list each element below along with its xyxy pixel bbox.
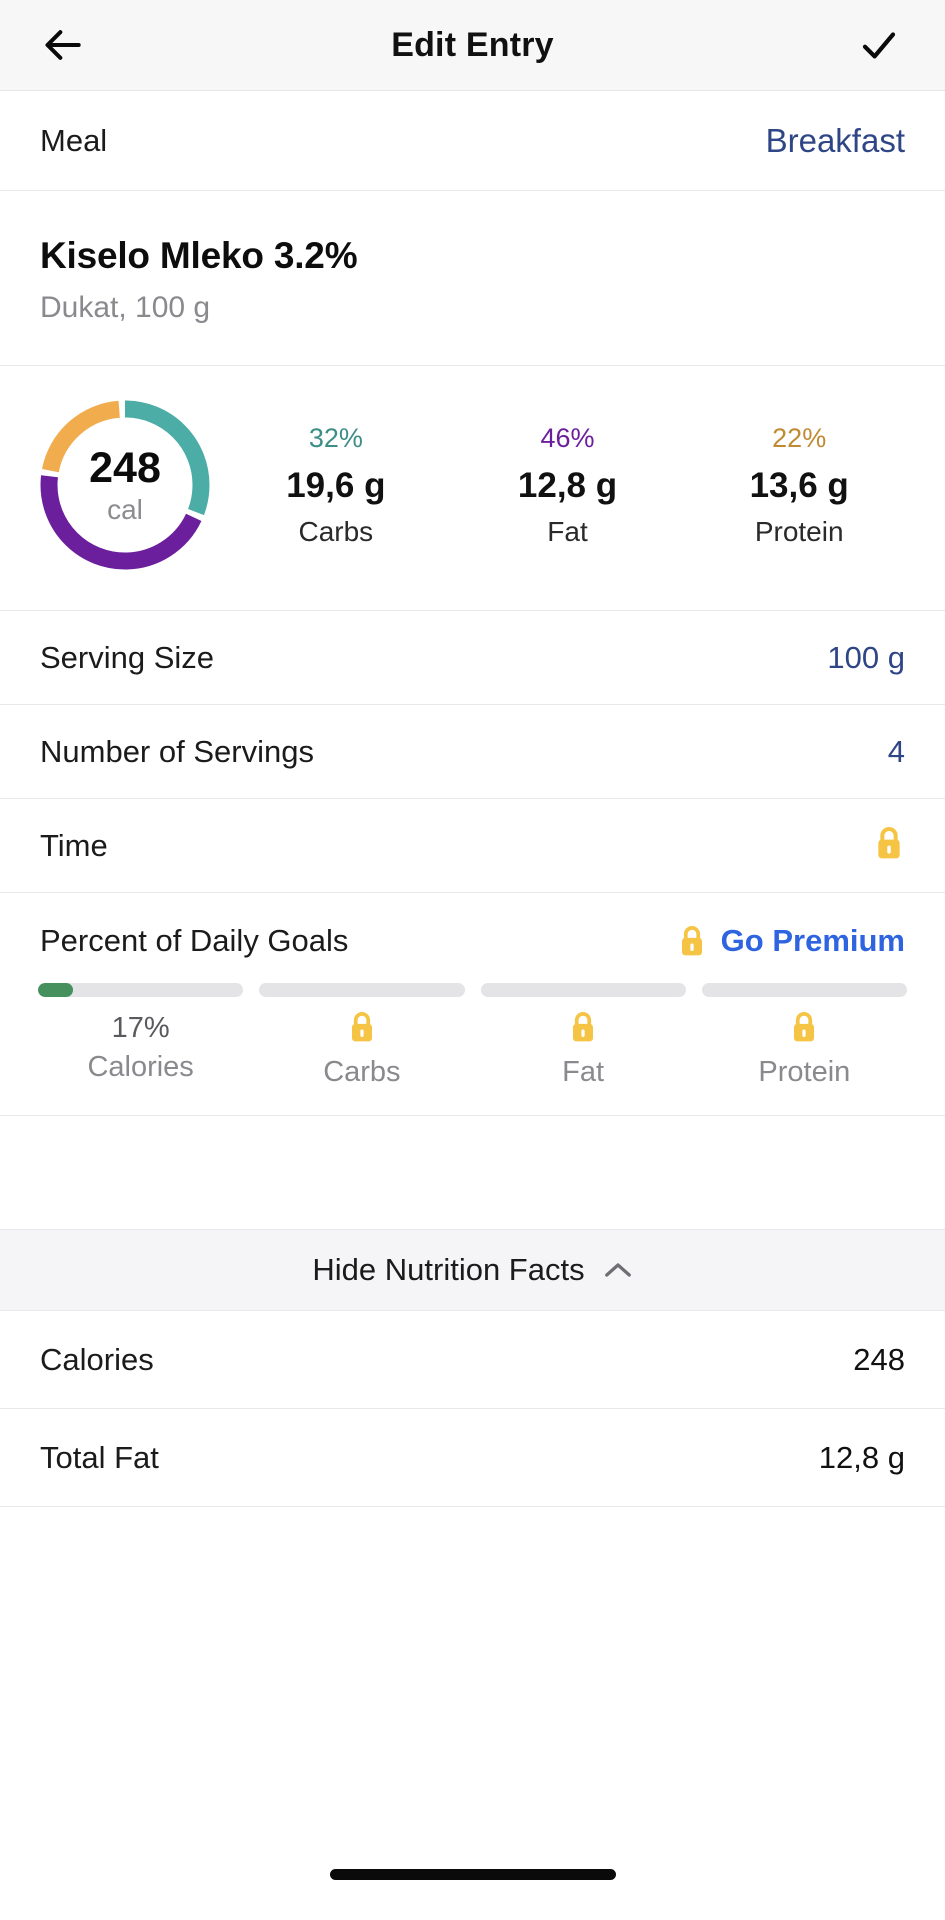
nutrition-row-total-fat: Total Fat 12,8 g [0,1409,945,1507]
goal-fat-track [480,983,686,997]
goal-protein: Protein [694,983,915,1089]
donut-svg [40,400,210,570]
donut-segment-carbs [40,400,210,570]
nutrition-total-fat-label: Total Fat [40,1439,159,1475]
nutrition-calories-label: Calories [40,1341,154,1377]
goal-calories-label: Calories [87,1050,194,1083]
time-row[interactable]: Time [0,799,945,893]
go-premium-button[interactable]: Go Premium [677,923,905,959]
goal-fat-label: Fat [562,1056,605,1088]
lock-icon [681,926,702,956]
go-premium-label[interactable]: Go Premium [720,923,905,958]
goal-protein-lock [789,1009,819,1050]
meal-label: Meal [40,122,108,158]
hide-nutrition-facts-label: Hide Nutrition Facts [312,1252,585,1287]
macro-fat: 46% 12,8 g Fat [452,423,684,548]
goal-fat-lock [568,1009,598,1050]
lock-icon [351,1012,372,1042]
macro-fat-percent: 46% [540,422,595,453]
goal-calories-track [38,983,244,997]
food-title: Kiselo Mleko 3.2% [40,235,358,276]
calorie-donut-chart: 248 cal [30,390,220,580]
macro-list: 32% 19,6 g Carbs 46% 12,8 g Fat 22% 13,6… [220,423,915,548]
donut-segment-fat [40,400,210,570]
hide-nutrition-facts-toggle[interactable]: Hide Nutrition Facts [0,1229,945,1311]
arrow-left-icon [45,30,81,60]
serving-size-value[interactable]: 100 g [827,639,905,675]
macro-carbs-amount: 19,6 g [286,465,386,505]
food-subtitle: Dukat, 100 g [40,291,211,324]
macro-fat-label: Fat [547,515,588,547]
meal-value[interactable]: Breakfast [765,121,905,159]
macro-protein-percent: 22% [772,422,827,453]
macro-protein-label: Protein [754,515,844,547]
number-of-servings-row[interactable]: Number of Servings 4 [0,705,945,799]
goal-protein-label: Protein [758,1056,851,1088]
nutrition-calories-value: 248 [853,1341,905,1377]
goal-carbs: Carbs [251,983,472,1089]
chevron-up-icon [604,1263,631,1277]
daily-goals-grid: 17% Calories Carbs [0,963,945,1089]
nutrition-total-fat-value: 12,8 g [818,1439,905,1475]
nutrition-row-calories: Calories 248 [0,1311,945,1409]
check-icon [862,32,896,59]
lock-icon [878,827,900,859]
goal-carbs-track [259,983,465,997]
content-gap [0,1116,945,1229]
back-button[interactable] [34,15,94,75]
confirm-button[interactable] [849,15,909,75]
goal-carbs-lock [347,1009,377,1050]
app-bar: Edit Entry [0,0,945,91]
number-of-servings-label: Number of Servings [40,733,314,769]
macro-protein: 22% 13,6 g Protein [683,423,915,548]
system-navigation-bar [0,1828,945,1920]
goal-carbs-label: Carbs [323,1056,401,1088]
daily-goals-title: Percent of Daily Goals [40,923,349,958]
number-of-servings-value[interactable]: 4 [887,733,905,769]
macro-carbs: 32% 19,6 g Carbs [220,423,452,548]
goal-protein-track [701,983,907,997]
goal-calories: 17% Calories [30,983,251,1089]
daily-goals-section: Percent of Daily Goals Go Premium 17% Ca… [0,893,945,1116]
serving-size-label: Serving Size [40,639,215,675]
lock-icon [794,1012,815,1042]
daily-goals-header: Percent of Daily Goals Go Premium [0,893,945,963]
page-title: Edit Entry [391,25,554,64]
goal-fat: Fat [473,983,694,1089]
lock-icon [573,1012,594,1042]
home-indicator[interactable] [329,1868,616,1880]
macro-protein-amount: 13,6 g [749,465,849,505]
time-label: Time [40,827,108,863]
goal-calories-fill [38,983,73,997]
macro-summary: 248 cal 32% 19,6 g Carbs 46% 12,8 g Fat … [0,366,945,611]
macro-carbs-label: Carbs [298,515,374,547]
goal-calories-percent: 17% [111,1012,170,1044]
food-header: Kiselo Mleko 3.2% Dukat, 100 g [0,191,945,366]
macro-carbs-percent: 32% [308,422,363,453]
meal-row[interactable]: Meal Breakfast [0,91,945,191]
serving-size-row[interactable]: Serving Size 100 g [0,611,945,705]
macro-fat-amount: 12,8 g [517,465,618,505]
time-lock-icon [873,824,905,867]
